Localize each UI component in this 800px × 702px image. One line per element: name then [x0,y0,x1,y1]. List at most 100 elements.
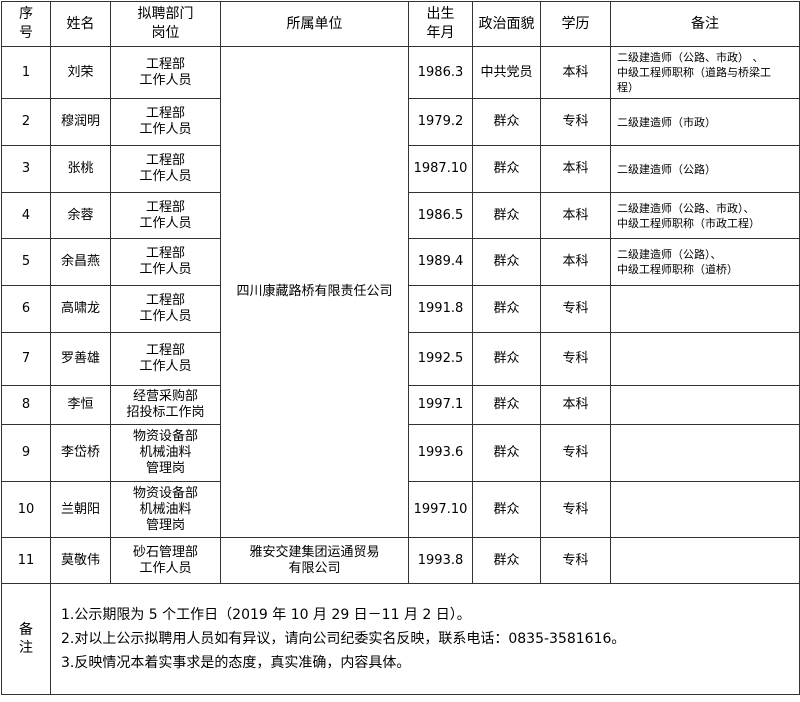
row-remark-line: 中级工程师职称（道桥） [617,263,738,276]
row-remark [610,332,800,386]
header-remark: 备注 [610,1,800,47]
table-row: 1 刘荣 工程部 工作人员 四川康藏路桥有限责任公司 1986.3 中共党员 本科 二级建造师（… [1,46,800,538]
row-name: 余蓉 [50,192,111,239]
row-position-line: 管理岗 [145,517,185,533]
row-position-line: 工作人员 [139,72,192,88]
row-name: 莫敬伟 [50,537,111,584]
row-position: 经营采购部 招投标工作岗 [110,385,221,425]
row-education: 本科 [540,145,611,193]
row-position-line: 工程部 [145,343,185,358]
row-unit-line: 有限公司 [288,560,341,576]
row-political: 群众 [472,238,541,286]
table-row: 4 余蓉 工程部 工作人员 1986.5 群众 本科 二级建造师（公路、市政）、 中级工程师职称… [1,192,800,239]
row-remark: 二级建造师（公路、市政） 、中级工程师职称（道路与桥梁工 程） [610,46,800,99]
row-no: 9 [1,424,51,482]
row-education: 专科 [540,481,611,538]
table-row: 2 穆润明 工程部 工作人员 1979.2 群众 专科 二级建造师（市政） [1,98,800,146]
row-position: 工程部 工作人员 [110,192,221,239]
table-row: 8 李恒 经营采购部 招投标工作岗 1997.1 群众 本科 [1,385,800,425]
row-education: 专科 [540,332,611,386]
row-birth: 1992.5 [408,332,473,386]
row-name: 刘荣 [50,46,111,99]
row-position: 工程部 工作人员 [110,238,221,286]
row-position-line: 工程部 [145,246,185,261]
row-birth: 1991.8 [408,285,473,333]
row-no: 1 [1,46,51,99]
row-name: 李岱桥 [50,424,111,482]
row-position: 工程部 工作人员 [110,332,221,386]
row-political: 群众 [472,332,541,386]
row-education: 本科 [540,238,611,286]
row-position-line: 工作人员 [139,359,192,374]
table-row: 3 张桃 工程部 工作人员 1987.10 群众 本科 二级建造师（公路） [1,145,800,193]
row-political: 群众 [472,385,541,425]
row-remark [610,424,800,482]
table-row: 11 莫敬伟 砂石管理部 工作人员 雅安交建集团运通贸易 有限公司 1993.8 群众 专科 [1,537,800,584]
row-education: 专科 [540,424,611,482]
row-remark [610,537,800,584]
row-remark-line: 二级建造师（市政） [617,115,716,129]
row-political: 群众 [472,98,541,146]
row-name: 高啸龙 [50,285,111,333]
row-remark-line: 程） [617,81,639,94]
row-position-line: 机械油料 [139,445,192,460]
row-birth: 1986.5 [408,192,473,239]
row-position-line: 砂石管理部 [132,544,198,560]
header-birth: 出生 年月 [408,1,473,47]
row-position: 工程部 工作人员 [110,145,221,193]
row-no: 4 [1,192,51,239]
remarks-line: 3.反映情况本着实事求是的态度，真实准确，内容具体。 [61,655,411,671]
row-remark [610,481,800,538]
row-position-line: 工作人员 [139,122,192,137]
row-remark [610,385,800,425]
row-no: 5 [1,238,51,286]
row-education: 专科 [540,537,611,584]
remarks-label-char: 备 [19,622,33,638]
row-no: 8 [1,385,51,425]
row-name: 李恒 [50,385,111,425]
row-position: 工程部 工作人员 [110,98,221,146]
row-birth: 1993.8 [408,537,473,584]
row-position-line: 机械油料 [139,501,192,517]
header-political: 政治面貌 [472,1,541,47]
header-unit: 所属单位 [220,1,409,47]
row-position-line: 经营采购部 [132,389,198,404]
row-remark-line: 中级工程师职称（市政工程） [617,216,760,230]
row-unit: 四川康藏路桥有限责任公司 [220,46,409,538]
row-no: 6 [1,285,51,333]
row-remark-line: 二级建造师（公路、市政）、 [617,201,755,215]
table-row: 10 兰朝阳 物资设备部 机械油料 管理岗 1997.10 群众 专科 [1,481,800,538]
row-name: 余昌燕 [50,238,111,286]
row-position: 物资设备部 机械油料 管理岗 [110,424,221,482]
header-row: 序号 姓名 拟聘部门 岗位 所属单位 出生 年月 政治面貌 学历 备注 [1,1,800,47]
header-education: 学历 [540,1,611,47]
row-remark: 二级建造师（市政） [610,98,800,146]
row-remark [610,285,800,333]
row-remark-line: 中级工程师职称（道路与桥梁工 [617,66,771,79]
row-position-line: 工作人员 [139,560,192,576]
row-political: 群众 [472,537,541,584]
table-row: 6 高啸龙 工程部 工作人员 1991.8 群众 专科 [1,285,800,333]
row-education: 本科 [540,385,611,425]
row-birth: 1989.4 [408,238,473,286]
row-position-line: 物资设备部 [132,429,198,444]
row-position-line: 工程部 [145,56,185,72]
row-education: 专科 [540,285,611,333]
row-name: 兰朝阳 [50,481,111,538]
row-position-line: 工程部 [145,106,185,121]
row-name: 罗善雄 [50,332,111,386]
remarks-line: 2.对以上公示拟聘用人员如有异议，请向公司纪委实名反映，联系电话：0835-35… [61,631,626,647]
row-position-line: 工程部 [145,293,185,308]
row-position-line: 工作人员 [139,309,192,324]
header-no: 序号 [1,1,51,47]
header-name: 姓名 [50,1,111,47]
row-political: 中共党员 [472,46,541,99]
row-position-line: 招投标工作岗 [126,405,205,420]
row-position-line: 工作人员 [139,215,192,231]
row-remark: 二级建造师（公路、市政）、 中级工程师职称（市政工程） [610,192,800,239]
row-political: 群众 [472,424,541,482]
remarks-label: 备注 [1,583,51,695]
row-position-line: 工作人员 [139,169,192,184]
row-position: 砂石管理部 工作人员 [110,537,221,584]
